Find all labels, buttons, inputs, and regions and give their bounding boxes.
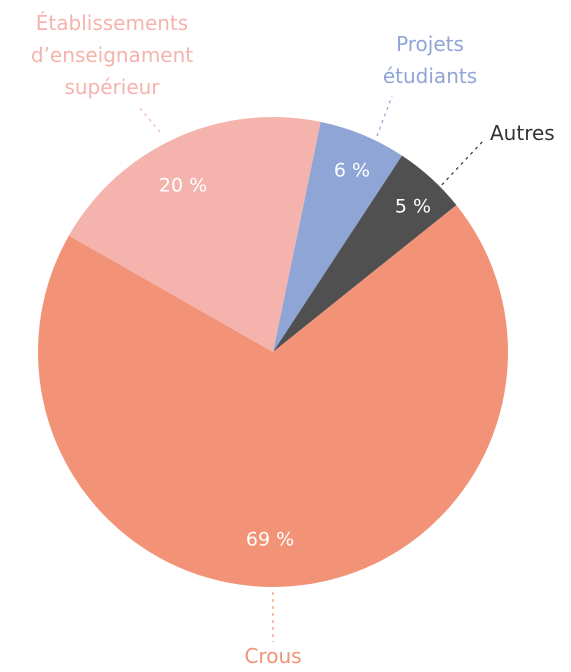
percent-label: 20 % (159, 175, 207, 197)
pie-slice (273, 155, 457, 352)
pie-slice (68, 117, 321, 352)
category-label: Crous (244, 644, 302, 668)
leader-line (436, 139, 485, 191)
leader-line (137, 105, 161, 133)
category-label: Établissements d’enseignament supérieur (30, 11, 194, 99)
pie-slice (273, 121, 403, 353)
leader-line (376, 95, 393, 137)
percent-label: 5 % (395, 196, 431, 218)
category-label: Autres (490, 121, 555, 145)
percent-label: 6 % (334, 160, 370, 182)
leader-lines (137, 95, 485, 642)
percent-label: 69 % (246, 529, 294, 551)
pie-slice (37, 205, 508, 587)
category-label: Projets étudiants (382, 32, 478, 88)
